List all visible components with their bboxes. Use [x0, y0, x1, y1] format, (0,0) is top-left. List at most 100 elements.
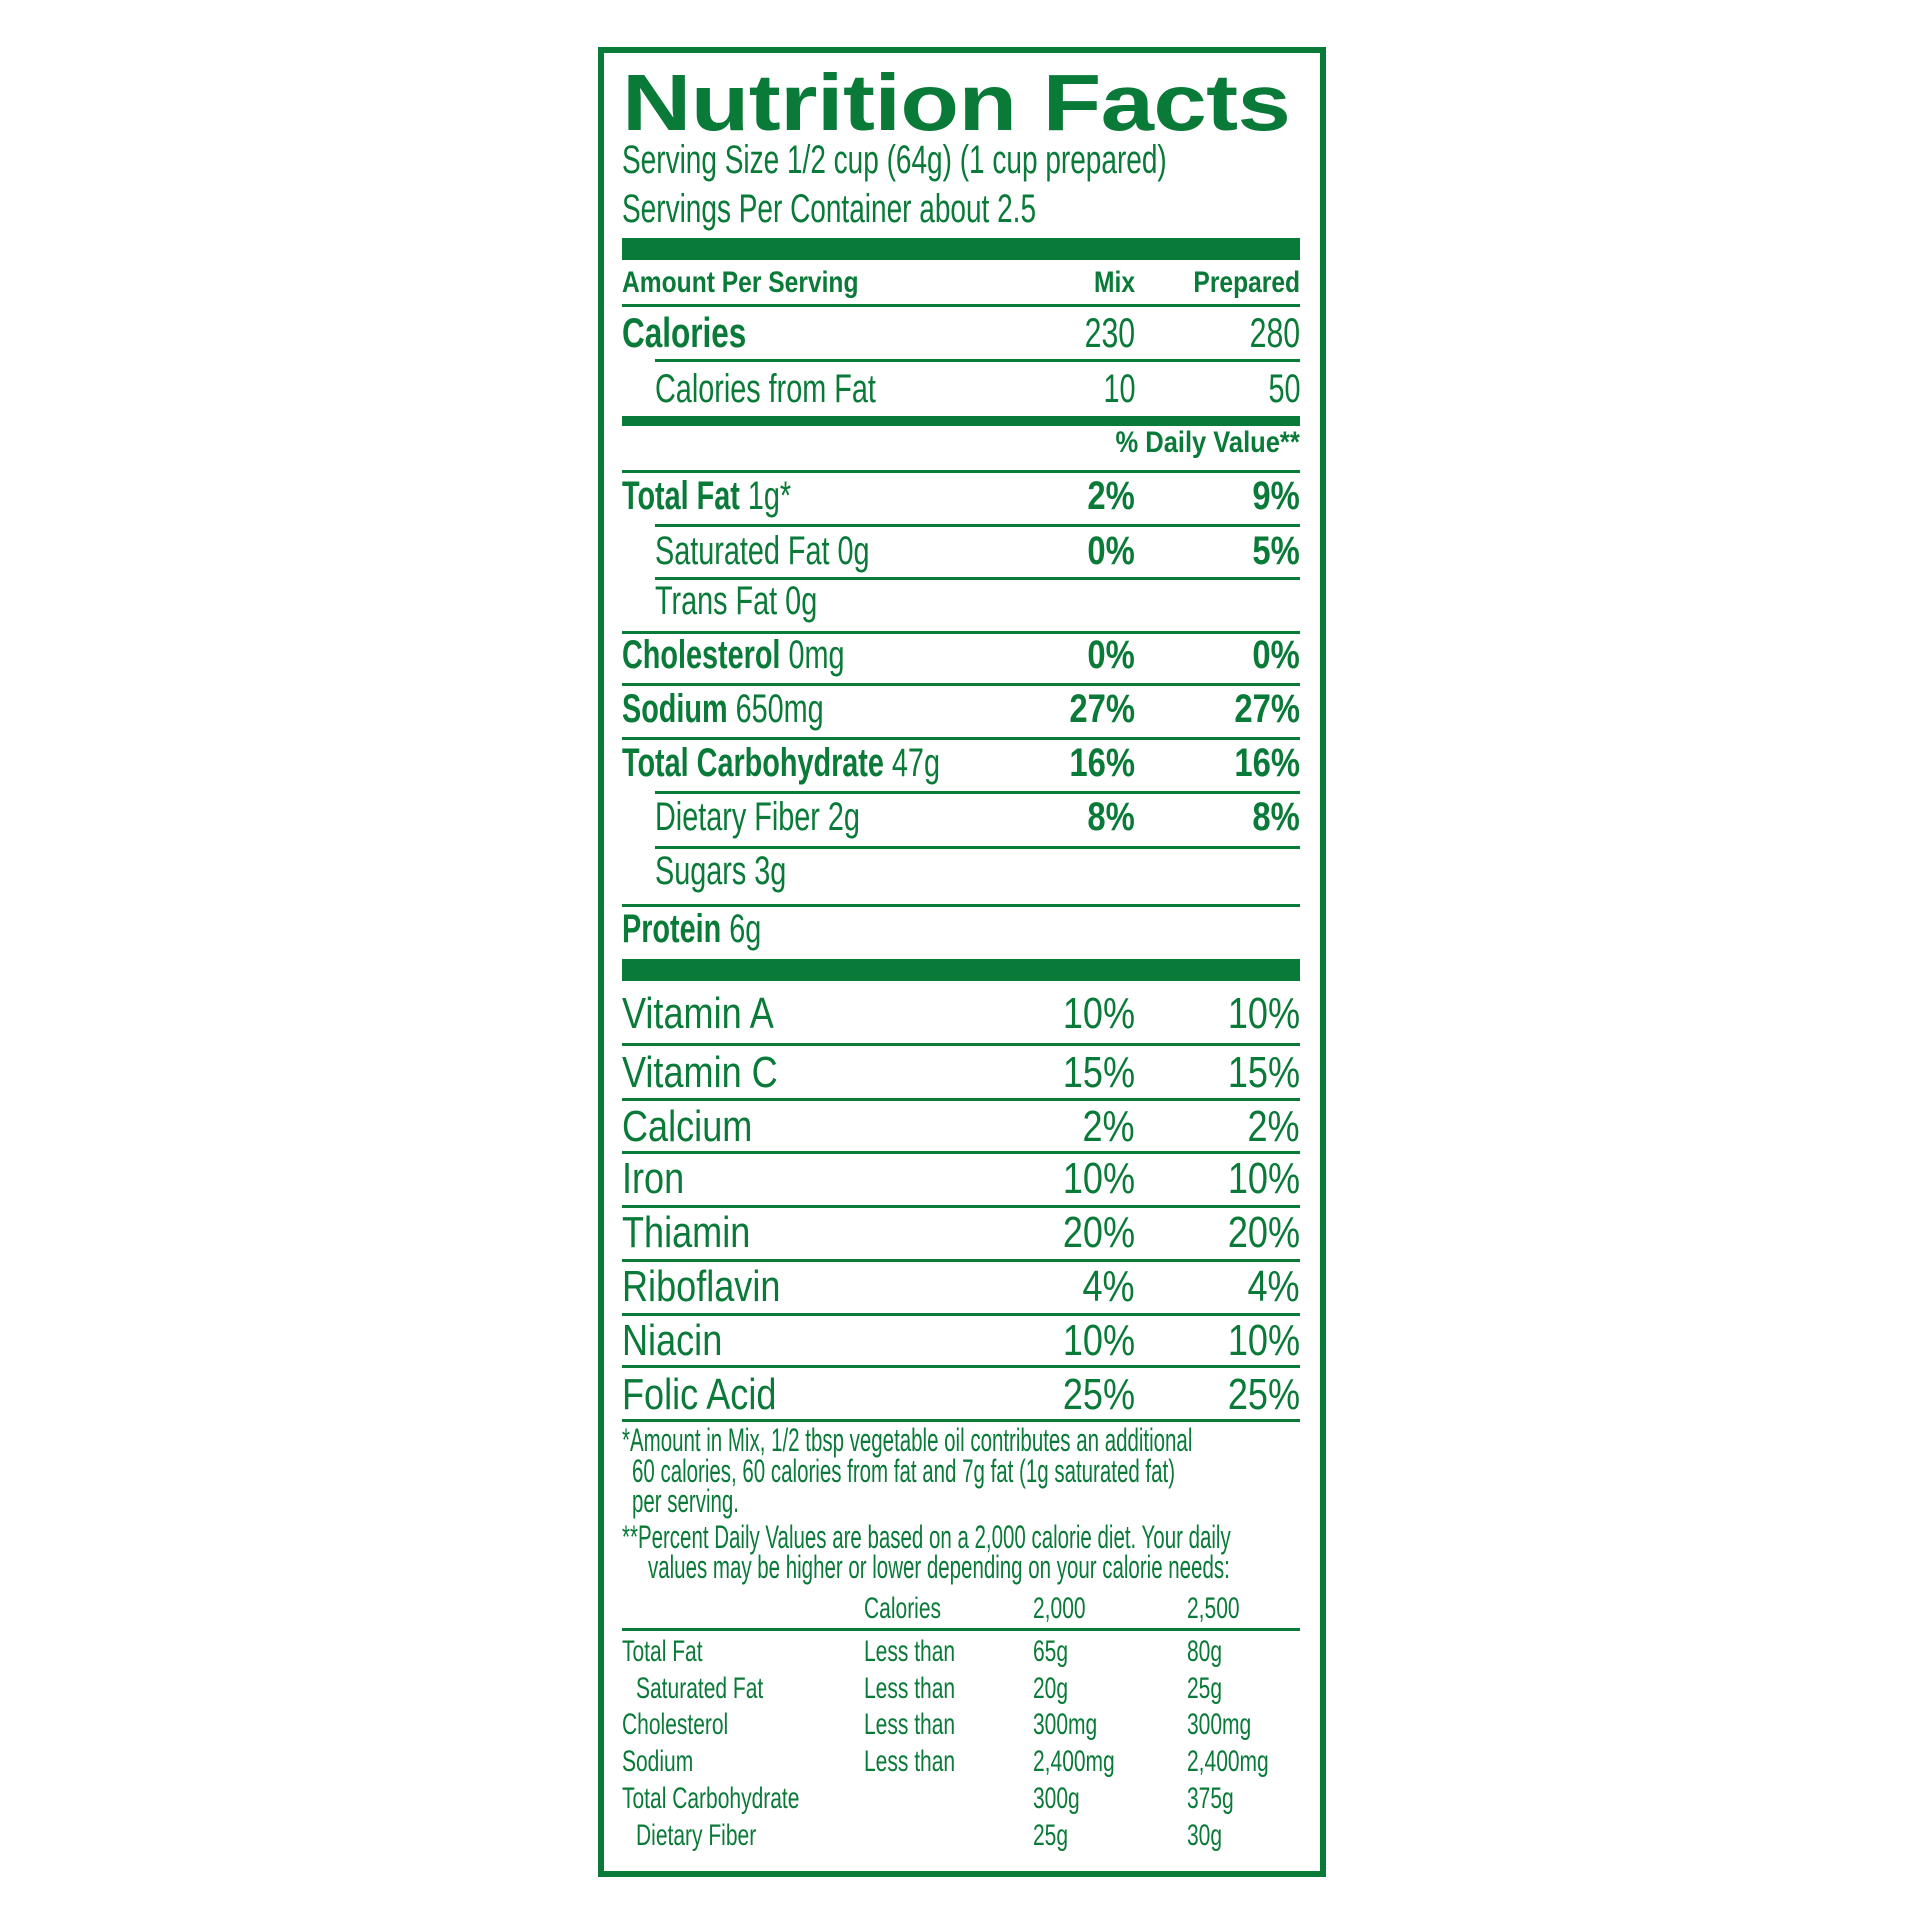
divider [622, 1205, 1300, 1208]
calories-from-fat-row: Calories from Fat 10 50 [622, 367, 1300, 411]
footnote-line: 60 calories, 60 calories from fat and 7g… [632, 1453, 1176, 1489]
nutrient-row: Total Carbohydrate 47g 16% 16% [622, 741, 1300, 785]
divider [622, 304, 1300, 307]
thick-divider [622, 238, 1300, 260]
percent-daily-value-mix: 0% [1087, 633, 1135, 677]
divider [655, 577, 1300, 580]
table-cell: Sodium [622, 1745, 694, 1778]
percent-daily-value-prepared: 0% [1252, 633, 1300, 677]
vitamin-mix: 2% [1082, 1102, 1135, 1151]
calories-mix: 230 [1084, 309, 1135, 356]
table-header-cell: 2,500 [1187, 1592, 1240, 1625]
vitamin-row: Thiamin 20% 20% [622, 1211, 1300, 1255]
vitamin-prepared: 25% [1227, 1370, 1300, 1419]
calories-label: Calories [622, 309, 747, 356]
nutrient-label: Total Fat 1g* [622, 474, 791, 518]
vitamin-mix: 20% [1062, 1208, 1135, 1257]
divider [622, 904, 1300, 907]
percent-daily-value-mix: 2% [1087, 474, 1135, 518]
amount-per-serving-label: Amount Per Serving [622, 266, 859, 299]
vitamin-label: Vitamin C [622, 1048, 778, 1097]
divider [622, 683, 1300, 686]
thick-divider [622, 416, 1300, 426]
divider [622, 1365, 1300, 1368]
vitamin-prepared: 20% [1227, 1208, 1300, 1257]
calories-prepared: 280 [1249, 309, 1300, 356]
divider [622, 1259, 1300, 1262]
table-cell: 2,400mg [1187, 1745, 1269, 1778]
vitamin-mix: 10% [1062, 989, 1135, 1038]
table-cell: 25g [1187, 1672, 1223, 1705]
divider [622, 1419, 1300, 1422]
nutrient-row: Trans Fat 0g [622, 579, 1300, 623]
vitamin-mix: 10% [1062, 1316, 1135, 1365]
vitamin-mix: 4% [1082, 1262, 1135, 1311]
nutrient-name: Protein [622, 907, 722, 951]
vitamin-row: Vitamin A 10% 10% [622, 992, 1300, 1036]
table-cell: Saturated Fat [636, 1672, 764, 1705]
calories-from-fat-label: Calories from Fat [655, 367, 876, 411]
percent-daily-value-prepared: 8% [1252, 795, 1300, 839]
daily-value-header-row: % Daily Value** [622, 421, 1300, 465]
calories-row: Calories 230 280 [622, 311, 1300, 355]
table-cell: 375g [1187, 1782, 1234, 1815]
table-cell: Less than [864, 1635, 956, 1668]
nutrient-label: Sodium 650mg [622, 687, 824, 731]
table-cell: 80g [1187, 1635, 1223, 1668]
nutrient-amount: 1g* [747, 474, 792, 518]
percent-daily-value-mix: 0% [1087, 529, 1135, 573]
vitamin-label: Calcium [622, 1102, 753, 1151]
nutrient-amount: 6g [729, 907, 762, 951]
nutrient-label: Dietary Fiber 2g [655, 795, 860, 839]
vitamin-label: Niacin [622, 1316, 723, 1365]
nutrient-name: Total Carbohydrate [622, 741, 884, 785]
nutrient-name: Cholesterol [622, 633, 781, 677]
nutrient-name: Saturated Fat [655, 529, 830, 573]
divider [622, 631, 1300, 634]
divider [622, 1151, 1300, 1154]
nutrient-amount: 2g [827, 795, 860, 839]
divider [655, 524, 1300, 527]
nutrient-name: Trans Fat [655, 579, 778, 623]
prepared-column-header: Prepared [1193, 266, 1300, 299]
divider [622, 737, 1300, 740]
nutrient-name: Dietary Fiber [655, 795, 820, 839]
vitamin-row: Folic Acid 25% 25% [622, 1373, 1300, 1417]
nutrient-amount: 3g [754, 849, 787, 893]
table-header-cell: Calories [864, 1592, 942, 1625]
vitamin-mix: 25% [1062, 1370, 1135, 1419]
table-cell: Less than [864, 1672, 956, 1705]
calories-from-fat-mix: 10 [1102, 367, 1135, 411]
nutrient-row: Dietary Fiber 2g 8% 8% [622, 795, 1300, 839]
vitamin-prepared: 10% [1227, 1154, 1300, 1203]
table-header-cell: 2,000 [1033, 1592, 1086, 1625]
percent-daily-value-prepared: 27% [1234, 687, 1300, 731]
vitamin-label: Folic Acid [622, 1370, 777, 1419]
nutrient-label: Total Carbohydrate 47g [622, 741, 940, 785]
table-cell: 65g [1033, 1635, 1069, 1668]
nutrient-amount: 47g [891, 741, 940, 785]
table-cell: Total Fat [622, 1635, 703, 1668]
nutrient-label: Trans Fat 0g [655, 579, 817, 623]
table-cell: Dietary Fiber [636, 1819, 757, 1852]
serving-size: Serving Size 1/2 cup (64g) (1 cup prepar… [622, 138, 1167, 182]
nutrition-facts-title: Nutrition Facts [622, 58, 1291, 147]
percent-daily-value-mix: 8% [1087, 795, 1135, 839]
percent-daily-value-mix: 27% [1069, 687, 1135, 731]
nutrient-row: Sugars 3g [622, 849, 1300, 893]
percent-daily-value-prepared: 9% [1252, 474, 1300, 518]
vitamin-row: Riboflavin 4% 4% [622, 1265, 1300, 1309]
nutrient-name: Sodium [622, 687, 728, 731]
amount-per-serving-header: Amount Per Serving Mix Prepared [622, 261, 1300, 305]
mix-column-header: Mix [1093, 266, 1135, 299]
nutrient-label: Sugars 3g [655, 849, 786, 893]
footnote-line: values may be higher or lower depending … [648, 1549, 1230, 1585]
nutrient-row: Total Fat 1g* 2% 9% [622, 474, 1300, 518]
nutrient-amount: 650mg [735, 687, 824, 731]
divider [622, 1043, 1300, 1046]
vitamin-label: Thiamin [622, 1208, 751, 1257]
nutrient-name: Total Fat [622, 474, 740, 518]
percent-daily-value-mix: 16% [1069, 741, 1135, 785]
nutrient-row: Saturated Fat 0g 0% 5% [622, 529, 1300, 573]
nutrient-amount: 0g [785, 579, 818, 623]
